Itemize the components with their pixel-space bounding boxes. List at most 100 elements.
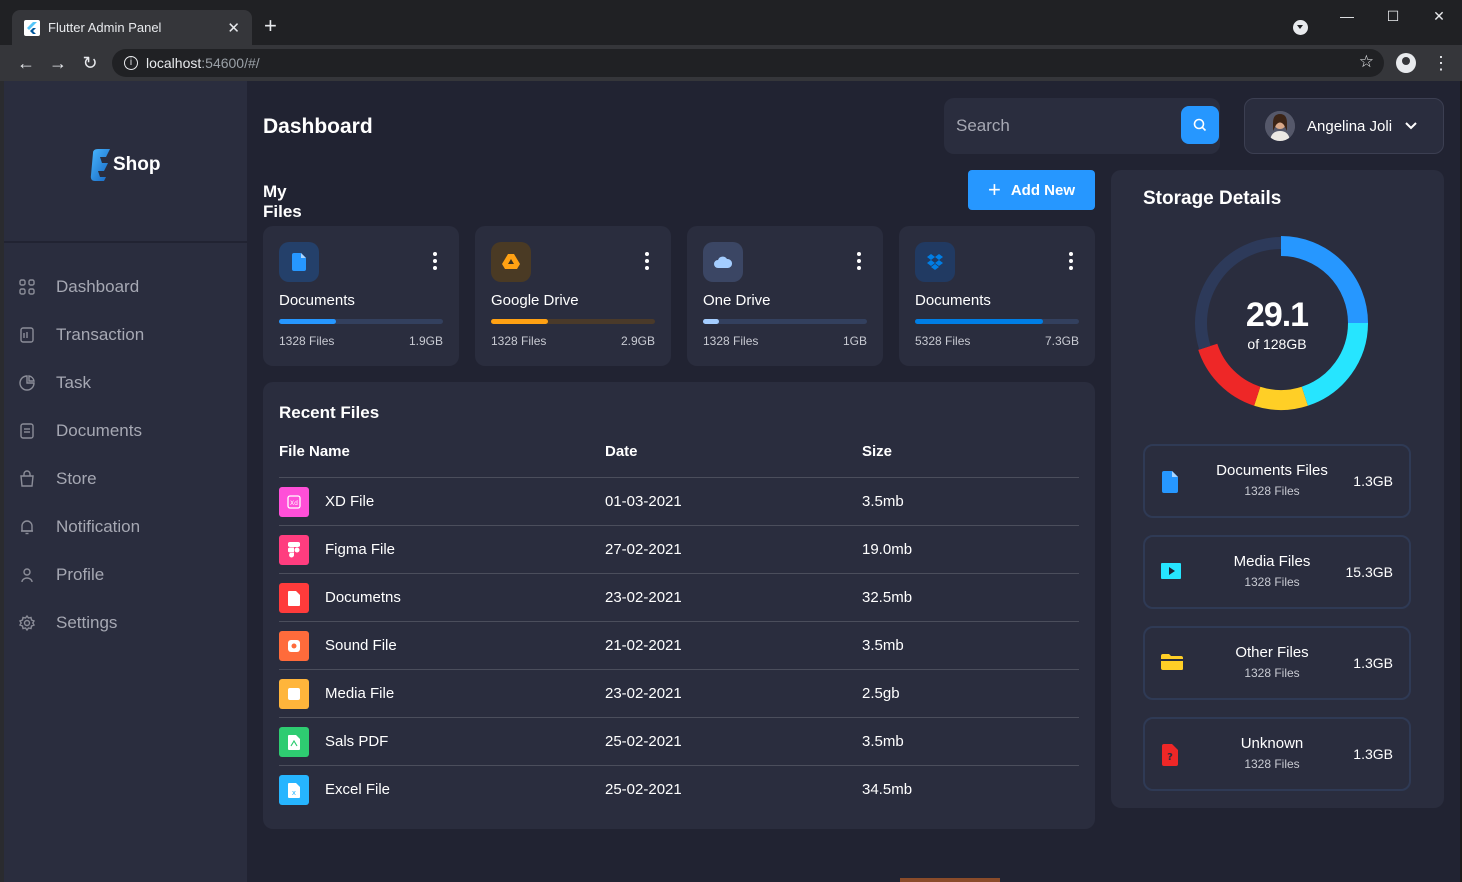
bookmark-star-icon[interactable]: ☆ xyxy=(1358,52,1374,71)
table-row[interactable]: x Excel File 25-02-2021 34.5mb xyxy=(279,766,1079,814)
more-options-icon[interactable] xyxy=(645,252,649,270)
cloud-icon xyxy=(703,242,743,282)
sidebar-item-task[interactable]: Task xyxy=(18,359,144,407)
column-header-size[interactable]: Size xyxy=(862,443,893,460)
reload-icon[interactable]: ↻ xyxy=(82,52,98,73)
table-row[interactable]: Figma File 27-02-2021 19.0mb xyxy=(279,526,1079,574)
file-card[interactable]: Documents 1328 Files 1.9GB xyxy=(263,226,459,366)
donut-segment xyxy=(1301,322,1368,406)
storage-info-card[interactable]: Documents Files 1328 Files 1.3GB xyxy=(1143,444,1411,518)
forward-icon[interactable]: → xyxy=(49,52,67,73)
column-header-file-name[interactable]: File Name xyxy=(279,443,350,460)
sidebar-item-label: Dashboard xyxy=(56,277,140,296)
new-tab-icon[interactable]: + xyxy=(264,13,277,38)
storage-info-card[interactable]: ? Unknown 1328 Files 1.3GB xyxy=(1143,717,1411,791)
search-button[interactable] xyxy=(1181,106,1219,144)
file-count: 1328 Files xyxy=(491,334,547,348)
browser-profile-icon[interactable] xyxy=(1396,53,1416,73)
file-date: 25-02-2021 xyxy=(605,733,682,750)
storage-item-title: Documents Files xyxy=(1216,462,1328,479)
file-card[interactable]: Documents 5328 Files 7.3GB xyxy=(899,226,1095,366)
file-card[interactable]: Google Drive 1328 Files 2.9GB xyxy=(475,226,671,366)
table-row[interactable]: Documetns 23-02-2021 32.5mb xyxy=(279,574,1079,622)
storage-item-count: 1328 Files xyxy=(1244,484,1300,498)
more-options-icon[interactable] xyxy=(433,252,437,270)
storage-details-panel: Storage Details 29.1 of 128GB Documents … xyxy=(1111,170,1444,808)
taskbar-strip xyxy=(900,878,1000,882)
file-count: 5328 Files xyxy=(915,334,971,348)
chevron-down-icon[interactable] xyxy=(1404,121,1418,131)
sidebar-item-documents[interactable]: Documents xyxy=(18,407,144,455)
back-icon[interactable]: ← xyxy=(17,52,35,73)
search-input[interactable] xyxy=(956,116,1166,136)
sidebar-nav: Dashboard Transaction Task Documents Store No… xyxy=(18,263,144,647)
profile-name: Angelina Joli xyxy=(1307,117,1393,135)
storage-info-card[interactable]: Media Files 1328 Files 15.3GB xyxy=(1143,535,1411,609)
file-name: XD File xyxy=(325,493,375,510)
storage-item-title: Unknown xyxy=(1240,735,1304,752)
storage-item-title: Other Files xyxy=(1235,644,1309,661)
document-icon xyxy=(18,422,36,440)
close-window-icon[interactable]: ✕ xyxy=(1433,7,1445,24)
maximize-icon[interactable]: ☐ xyxy=(1386,7,1400,24)
storage-total-label: of 128GB xyxy=(1247,336,1307,352)
sidebar-item-transaction[interactable]: Transaction xyxy=(18,311,144,359)
shop-logo-icon xyxy=(90,149,110,181)
profile-menu[interactable]: Angelina Joli xyxy=(1244,98,1444,154)
more-options-icon[interactable] xyxy=(857,252,861,270)
storage-item-title: Media Files xyxy=(1233,553,1311,570)
sidebar-item-settings[interactable]: Settings xyxy=(18,599,144,647)
info-icon[interactable]: i xyxy=(124,56,138,70)
excel-icon: x xyxy=(279,775,309,805)
page-title: Dashboard xyxy=(263,115,373,138)
file-size: 34.5mb xyxy=(862,781,913,798)
close-tab-icon[interactable]: ✕ xyxy=(227,19,240,37)
address-bar[interactable]: i localhost:54600/#/ ☆ xyxy=(112,49,1384,77)
svg-text:Xd: Xd xyxy=(290,500,298,507)
sidebar-item-profile[interactable]: Profile xyxy=(18,551,144,599)
donut-segment xyxy=(1198,343,1261,406)
xd-file-icon: Xd xyxy=(279,487,309,517)
table-row[interactable]: Sound File 21-02-2021 3.5mb xyxy=(279,622,1079,670)
storage-info-card[interactable]: Other Files 1328 Files 1.3GB xyxy=(1143,626,1411,700)
search-icon xyxy=(1193,118,1207,132)
storage-item-count: 1328 Files xyxy=(1244,757,1300,771)
tab-search-icon[interactable] xyxy=(1293,20,1308,35)
file-size: 2.5gb xyxy=(862,685,900,702)
file-size: 1.9GB xyxy=(408,334,443,348)
table-row[interactable]: Media File 23-02-2021 2.5gb xyxy=(279,670,1079,718)
file-count: 1328 Files xyxy=(279,334,335,348)
sidebar-item-label: Settings xyxy=(56,613,118,632)
sidebar-item-dashboard[interactable]: Dashboard xyxy=(18,263,144,311)
minimize-icon[interactable]: — xyxy=(1340,8,1354,24)
tab-title: Flutter Admin Panel xyxy=(48,20,162,35)
file-date: 21-02-2021 xyxy=(605,637,682,654)
avatar xyxy=(1265,111,1295,141)
recent-files-title: Recent Files xyxy=(279,403,380,422)
sidebar-divider xyxy=(4,241,247,243)
pdf-icon xyxy=(279,727,309,757)
sidebar-item-notification[interactable]: Notification xyxy=(18,503,144,551)
file-date: 25-02-2021 xyxy=(605,781,682,798)
sidebar-item-label: Task xyxy=(56,373,91,392)
column-header-date[interactable]: Date xyxy=(605,443,638,460)
file-size: 7.3GB xyxy=(1044,334,1079,348)
search-box xyxy=(944,98,1220,154)
file-name: Excel File xyxy=(325,781,391,798)
file-card-title: Google Drive xyxy=(491,292,579,309)
more-options-icon[interactable] xyxy=(1069,252,1073,270)
user-icon xyxy=(18,566,36,584)
add-new-button[interactable]: + Add New xyxy=(968,170,1095,210)
file-card[interactable]: One Drive 1328 Files 1GB xyxy=(687,226,883,366)
storage-item-size: 1.3GB xyxy=(1353,655,1393,671)
file-size: 3.5mb xyxy=(862,493,904,510)
sidebar-item-store[interactable]: Store xyxy=(18,455,144,503)
table-row[interactable]: Sals PDF 25-02-2021 3.5mb xyxy=(279,718,1079,766)
browser-tab[interactable]: Flutter Admin Panel ✕ xyxy=(12,10,252,45)
bag-icon xyxy=(18,470,36,488)
browser-menu-icon[interactable]: ⋮ xyxy=(1432,53,1450,73)
add-new-label: Add New xyxy=(1010,181,1076,199)
gear-icon xyxy=(18,614,36,632)
folder-icon xyxy=(1161,653,1183,675)
table-row[interactable]: Xd XD File 01-03-2021 3.5mb xyxy=(279,478,1079,526)
